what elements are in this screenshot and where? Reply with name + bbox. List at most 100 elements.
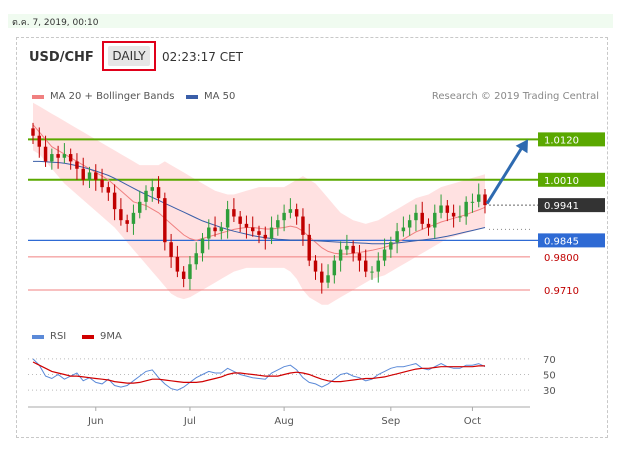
candle-body — [119, 209, 123, 221]
forecast-arrow-head — [515, 139, 528, 154]
rsi-tick-label: 30 — [543, 386, 556, 397]
candle-body — [94, 172, 98, 180]
date-bar: ต.ค. 7, 2019, 00:10 — [8, 14, 613, 28]
rsi-tick-label: 50 — [543, 371, 556, 382]
candle-body — [43, 146, 48, 162]
candle-body — [213, 227, 217, 232]
candle-body — [382, 249, 387, 261]
candle-body — [301, 216, 305, 235]
candle-body — [276, 220, 280, 228]
candle-body — [56, 154, 60, 158]
forecast-arrow-shaft — [485, 146, 524, 205]
candle-body — [338, 249, 343, 261]
resistance-label-box — [538, 172, 605, 187]
ma20-swatch — [32, 94, 44, 99]
legend-ma20-label: MA 20 + Bollinger Bands — [50, 91, 175, 102]
candle-body — [194, 253, 198, 265]
candle-body — [31, 128, 35, 136]
rsi-line — [32, 358, 486, 391]
candle-body — [407, 220, 412, 228]
candle-body — [401, 227, 406, 232]
candle-body — [389, 242, 393, 250]
candle-body — [363, 260, 368, 272]
candle-body — [200, 238, 205, 254]
period-highlight — [102, 41, 156, 71]
candle-body — [326, 275, 330, 283]
candle-body — [238, 216, 242, 224]
resistance-label: 1.0120 — [544, 135, 579, 146]
rsi-swatch — [32, 334, 44, 339]
resistance-label: 1.0010 — [544, 176, 579, 187]
symbol-label: USD/CHF — [29, 50, 94, 65]
period-button[interactable]: DAILY — [108, 46, 150, 66]
chart-panel — [16, 37, 608, 438]
legend-rsi-label: RSI — [50, 331, 67, 342]
candle-body — [332, 260, 337, 276]
legend-ma9-label: 9MA — [100, 331, 122, 342]
support-label: 0.9710 — [544, 286, 579, 297]
legend-rsi: RSI — [32, 331, 66, 342]
candle-body — [263, 234, 268, 239]
candle-body — [257, 231, 261, 235]
candle-body — [87, 172, 92, 180]
candle-body — [175, 256, 180, 272]
candle-body — [433, 212, 437, 228]
candle-body — [451, 212, 456, 217]
candle-body — [244, 223, 249, 228]
current-price-box — [538, 198, 605, 213]
candle-body — [188, 264, 192, 279]
candle-body — [370, 271, 374, 273]
candle-body — [426, 223, 431, 228]
candle-body — [207, 227, 211, 239]
candle-body — [225, 209, 230, 228]
x-tick-label: Jul — [183, 416, 196, 427]
candle-body — [345, 245, 349, 250]
candle-body — [357, 253, 362, 261]
candle-body — [439, 205, 443, 213]
resistance-label-box — [538, 132, 605, 147]
candle-body — [445, 205, 450, 213]
candle-body — [181, 271, 186, 279]
candle-body — [232, 209, 236, 217]
candle-body — [476, 194, 481, 202]
rsi-tick-label: 70 — [543, 355, 556, 366]
candle-body — [269, 227, 274, 239]
candle-body — [282, 212, 286, 221]
candle-body — [313, 260, 318, 272]
candle-body — [376, 260, 381, 272]
pivot-label-box — [538, 233, 605, 248]
candle-body — [288, 209, 293, 213]
ma9-swatch — [82, 334, 94, 339]
candle-body — [106, 187, 111, 193]
time-label: 02:23:17 CET — [162, 50, 243, 64]
x-tick-label: Jun — [87, 416, 104, 427]
candle-body — [470, 201, 475, 203]
candle-body — [125, 220, 129, 224]
ma50-swatch — [186, 94, 198, 99]
candle-body — [144, 190, 148, 202]
candle-body — [100, 179, 104, 188]
bollinger-band — [33, 102, 485, 305]
legend-ma20: MA 20 + Bollinger Bands — [32, 91, 174, 102]
candle-body — [37, 135, 42, 147]
candle-body — [169, 242, 173, 257]
candle-body — [483, 194, 487, 206]
pivot-label: 0.9845 — [544, 236, 579, 247]
candle-body — [163, 198, 167, 243]
candle-body — [81, 168, 85, 180]
candle-body — [464, 201, 468, 217]
candle-body — [131, 212, 136, 224]
candle-body — [294, 209, 299, 217]
candle-body — [307, 234, 311, 261]
candle-body — [219, 227, 224, 232]
candle-body — [112, 192, 117, 210]
candle-body — [156, 187, 161, 199]
rsi-ma9-line — [32, 361, 485, 384]
x-tick-label: Aug — [274, 416, 294, 427]
candle-body — [137, 201, 142, 213]
candle-body — [75, 161, 79, 169]
current-price-label: 0.9941 — [544, 201, 579, 212]
timestamp: ต.ค. 7, 2019, 00:10 — [12, 18, 99, 28]
candle-body — [420, 212, 424, 224]
